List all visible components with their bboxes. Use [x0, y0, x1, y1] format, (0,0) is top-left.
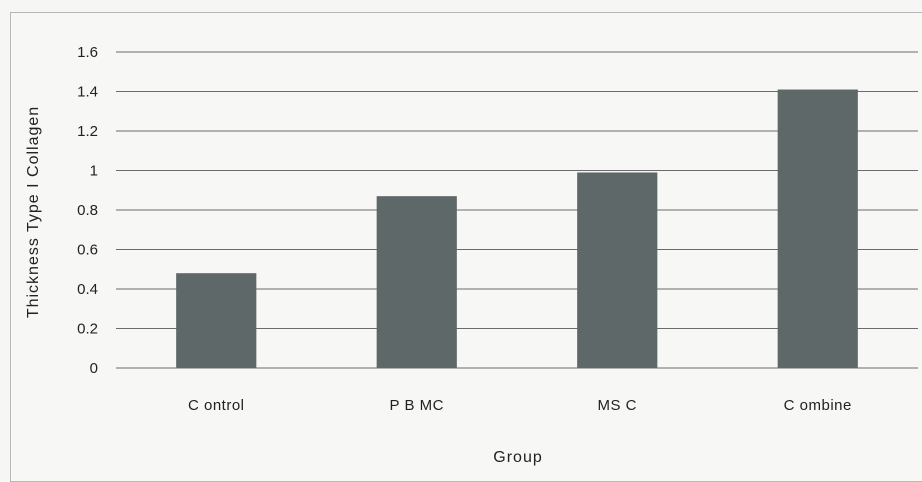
y-tick-label: 0.8: [77, 202, 98, 219]
bars: [176, 89, 858, 369]
x-tick-label-msc: MS C: [598, 397, 638, 414]
y-tick-label: 1.6: [77, 44, 98, 61]
bar-combine: [777, 89, 858, 369]
x-tick-label-pbmc: P B MC: [390, 397, 444, 414]
y-tick-label: 0.2: [77, 321, 98, 338]
bar-pbmc: [376, 196, 457, 368]
y-tick-label: 1.2: [77, 123, 98, 140]
chart-frame: [10, 12, 922, 482]
x-tick-label-combine: C ombine: [784, 397, 852, 414]
y-tick-label: 1.4: [77, 84, 98, 101]
y-axis-title: Thickness Type I Collagen: [25, 106, 42, 318]
y-tick-labels: 0 0.2 0.4 0.6 0.8 1 1.2 1.4 1.6: [77, 44, 98, 377]
y-tick-label: 0: [90, 360, 98, 377]
x-tick-label-control: C ontrol: [188, 397, 245, 414]
bar-chart: 0 0.2 0.4 0.6 0.8 1 1.2 1.4 1.6 C ontrol P B MC MS…: [25, 44, 918, 466]
bar-control: [176, 273, 257, 368]
x-tick-labels: C ontrol P B MC MS C C ombine: [188, 397, 852, 414]
y-tick-label: 0.4: [77, 281, 98, 298]
bar-msc: [577, 172, 658, 368]
y-tick-label: 1: [90, 163, 98, 180]
y-tick-label: 0.6: [77, 242, 98, 259]
x-axis-title: Group: [493, 449, 542, 466]
